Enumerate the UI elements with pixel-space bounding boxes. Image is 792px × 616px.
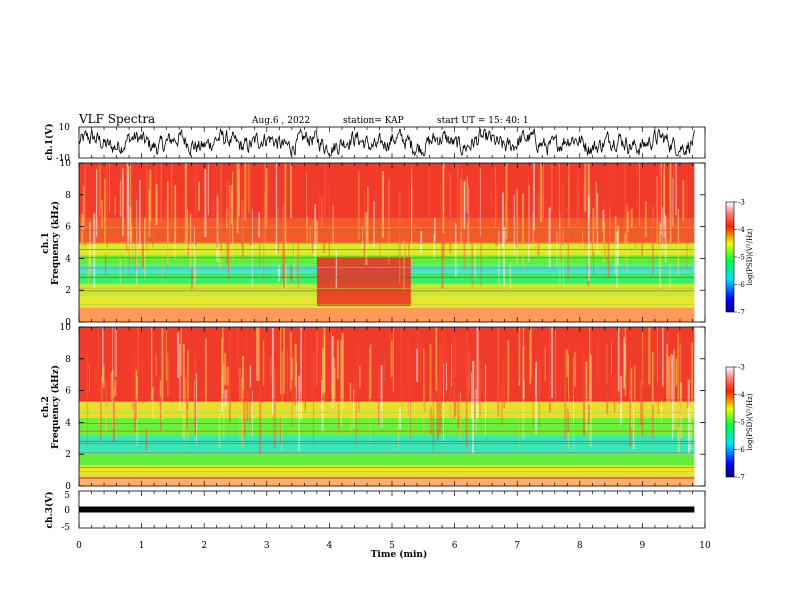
time-axis-label: Time (min) <box>371 549 428 560</box>
colorbar-tick-label: -7 <box>738 309 745 317</box>
spec2-ytick-label: 6 <box>65 387 71 397</box>
spec2-ytick-label: 10 <box>60 323 72 333</box>
ch1-waveform-ylabel: ch.1(V) <box>44 124 55 161</box>
spec2-ytick-label: 8 <box>65 355 71 365</box>
ch1-spec-ylabel-line2: Frequency (kHz) <box>50 201 61 285</box>
time-tick-label: 1 <box>139 541 145 551</box>
spec1-ytick-label: 4 <box>65 254 71 264</box>
ch1-spectrogram-panel: 0 2 4 6 8 10 ch.1 Frequency (kHz) <box>41 159 706 328</box>
ch3-ytick-mid: 0 <box>64 506 70 516</box>
time-tick-label: 4 <box>327 541 333 551</box>
time-tick-label: 6 <box>452 541 458 551</box>
ch1-waveform-panel: 10 -10 ch.1(V) <box>44 123 706 164</box>
spec1-ytick-label: 10 <box>60 159 72 169</box>
spec-band-8 <box>79 163 695 219</box>
time-axis-ticks <box>78 127 706 528</box>
ch1-waveform-trace <box>78 127 695 157</box>
spec1-ytick-label: 6 <box>65 223 71 233</box>
colorbar-label: log(PSD)(V²/Hz) <box>746 393 754 450</box>
ch2-colorbar: -3 -4 -5 -6 -7 log(PSD)(V²/Hz) <box>725 364 754 482</box>
colorbar-tick-label: -3 <box>738 199 745 207</box>
colorbar-tick-label: -6 <box>738 446 745 454</box>
time-tick-label: 7 <box>514 541 520 551</box>
ch1-spectrogram-heatmap <box>79 163 705 322</box>
colorbar-label: log(PSD)(V²/Hz) <box>746 228 754 285</box>
ch3-waveform-ylabel: ch.3(V) <box>44 492 55 529</box>
header-start-ut: start UT = 15: 40: 1 <box>437 116 529 126</box>
spec-band-6 <box>79 242 695 256</box>
ch1-colorbar: -3 -4 -5 -6 -7 log(PSD)(V²/Hz) <box>725 199 754 317</box>
time-tick-label: 2 <box>201 541 207 551</box>
header-station: station= KAP <box>343 116 404 126</box>
colorbar-scale <box>725 201 735 313</box>
ch2-spectrogram-heatmap <box>79 327 705 486</box>
colorbar-tick-label: -7 <box>738 474 745 482</box>
ch3-waveform-panel: 5 0 -5 ch.3(V) <box>44 490 706 533</box>
ch3-waveform-trace <box>79 506 695 513</box>
ch3-ytick-bottom: -5 <box>61 523 70 533</box>
time-tick-label: 3 <box>264 541 270 551</box>
ch2-spectrogram-panel: 0 2 4 6 8 10 ch.2 Frequency (kHz) <box>41 323 706 492</box>
header-date: Aug.6 , 2022 <box>251 116 310 126</box>
spec-strong-patch <box>316 256 411 307</box>
spec2-ytick-label: 2 <box>65 450 71 460</box>
spec1-ytick-label: 0 <box>65 318 71 328</box>
time-tick-label: 5 <box>389 541 395 551</box>
time-tick-label: 8 <box>577 541 583 551</box>
figure-title: VLF Spectra <box>78 112 155 126</box>
spec2-ytick-label: 4 <box>65 418 71 428</box>
spec-band-3 <box>79 435 695 455</box>
spec1-ytick-label: 2 <box>65 286 71 296</box>
time-tick-label: 10 <box>699 541 711 551</box>
ch2-spec-ylabel-line1: ch.2 <box>41 396 51 417</box>
colorbar-tick-label: -5 <box>738 254 745 262</box>
ch1-ytick-bottom: -10 <box>56 154 71 164</box>
spec-band-0 <box>79 307 695 322</box>
time-tick-label: 0 <box>76 541 82 551</box>
spec-band-1 <box>79 465 695 477</box>
time-tick-label: 9 <box>640 541 646 551</box>
ch2-spec-ylabel-line2: Frequency (kHz) <box>50 365 61 449</box>
colorbar-tick-label: -5 <box>738 419 745 427</box>
ch1-ytick-top: 10 <box>59 123 71 133</box>
colorbar-tick-label: -3 <box>738 364 745 372</box>
ch1-spec-ylabel-line1: ch.1 <box>41 232 51 253</box>
colorbar-scale <box>725 366 735 478</box>
spec-band-2 <box>79 454 695 466</box>
ch3-ytick-top: 5 <box>64 491 70 501</box>
spec-band-0 <box>79 476 695 486</box>
spec-band-4 <box>79 417 695 436</box>
time-axis-labels: 0 1 2 3 4 5 6 7 8 9 10 <box>76 541 711 551</box>
colorbar-tick-label: -6 <box>738 281 745 289</box>
spec2-ytick-label: 0 <box>65 482 71 492</box>
colorbar-tick-label: -4 <box>738 391 745 399</box>
spec1-ytick-label: 8 <box>65 191 71 201</box>
colorbar-tick-label: -4 <box>738 226 745 234</box>
spec-band-5 <box>79 401 695 418</box>
spec-band-6 <box>79 327 695 402</box>
